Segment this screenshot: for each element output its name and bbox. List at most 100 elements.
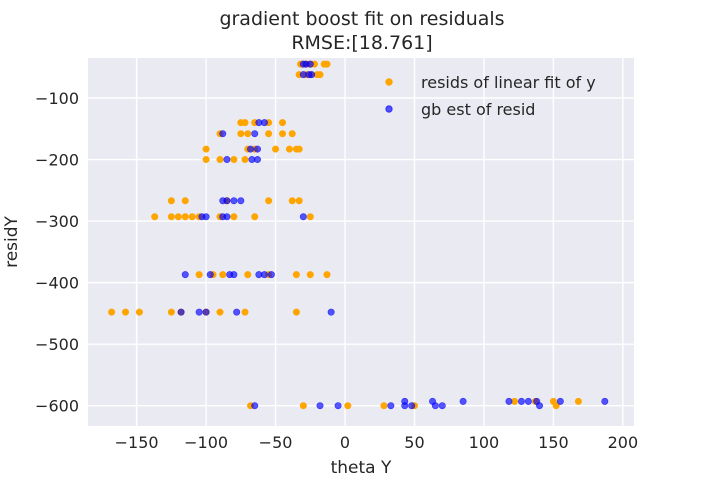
plot-area	[88, 58, 634, 426]
legend-label-gb-est: gb est of resid	[421, 100, 535, 119]
resid-point	[230, 213, 238, 221]
resid-point	[202, 156, 210, 164]
gb-est-point	[177, 308, 185, 316]
gb-est-point	[202, 213, 210, 221]
y-tick-label: −400	[35, 274, 79, 293]
resid-point	[323, 271, 331, 279]
x-tick-label: 150	[538, 433, 569, 452]
gb-est-point	[517, 397, 525, 405]
legend-marker-gb-est	[385, 105, 393, 113]
resid-point	[265, 130, 273, 138]
resid-point	[167, 197, 175, 205]
chart-subtitle: RMSE:[18.761]	[291, 32, 432, 54]
resid-point	[251, 213, 259, 221]
resid-point	[306, 213, 314, 221]
gb-est-point	[438, 402, 446, 410]
resid-point	[108, 308, 116, 316]
gb-est-point	[387, 402, 395, 410]
resid-point	[323, 60, 331, 68]
resid-point	[135, 308, 143, 316]
gb-est-point	[223, 213, 231, 221]
resid-point	[241, 119, 249, 127]
resid-point	[202, 145, 210, 153]
resid-point	[380, 402, 388, 410]
gb-est-point	[251, 130, 259, 138]
gb-est-point	[202, 308, 210, 316]
resid-point	[122, 308, 130, 316]
gb-est-point	[401, 397, 409, 405]
resid-point	[181, 213, 189, 221]
y-tick-label: −600	[35, 397, 79, 416]
resid-point	[174, 213, 182, 221]
resid-point	[241, 308, 249, 316]
resid-point	[574, 397, 582, 405]
resid-point	[552, 402, 560, 410]
x-tick-label: −100	[184, 433, 228, 452]
gb-est-point	[601, 397, 609, 405]
resid-point	[288, 130, 296, 138]
y-tick-labels: −100 −200 −300 −400 −500 −600	[35, 89, 79, 416]
gb-est-point	[223, 156, 231, 164]
resid-point	[188, 213, 196, 221]
gb-est-point	[334, 402, 342, 410]
x-tick-label: 0	[340, 433, 350, 452]
resid-point	[265, 197, 273, 205]
x-tick-labels: −150 −100 −50 0 50 100 150 200	[115, 433, 639, 452]
resid-point	[299, 402, 307, 410]
resid-point	[316, 71, 324, 79]
legend-marker-resids	[385, 78, 393, 86]
y-tick-label: −500	[35, 335, 79, 354]
resid-point	[219, 271, 227, 279]
y-tick-label: −200	[35, 151, 79, 170]
gb-est-point	[408, 402, 416, 410]
gb-est-point	[206, 271, 214, 279]
y-tick-label: −300	[35, 212, 79, 231]
resid-point	[295, 145, 303, 153]
x-tick-label: −150	[115, 433, 159, 452]
x-tick-label: −50	[259, 433, 293, 452]
gb-est-point	[219, 130, 227, 138]
x-axis-label: theta Y	[331, 458, 392, 478]
gb-est-point	[431, 402, 439, 410]
resid-point	[306, 271, 314, 279]
x-tick-label: 200	[608, 433, 639, 452]
gb-est-point	[230, 271, 238, 279]
gb-est-point	[260, 271, 268, 279]
gb-est-point	[556, 397, 564, 405]
resid-point	[295, 197, 303, 205]
gb-est-point	[308, 71, 316, 79]
resid-point	[244, 271, 252, 279]
gb-est-point	[306, 60, 314, 68]
data-points	[108, 60, 609, 410]
resid-point	[344, 402, 352, 410]
resid-point	[151, 213, 159, 221]
resid-point	[272, 145, 280, 153]
y-axis-label: residY	[2, 215, 22, 267]
legend-label-resids: resids of linear fit of y	[421, 73, 596, 92]
gb-est-point	[230, 197, 238, 205]
gb-est-point	[505, 397, 513, 405]
y-tick-label: −100	[35, 89, 79, 108]
gb-est-point	[251, 402, 259, 410]
gb-est-point	[299, 213, 307, 221]
gb-est-point	[316, 402, 324, 410]
gb-est-point	[459, 397, 467, 405]
gb-est-point	[536, 402, 544, 410]
resid-point	[181, 197, 189, 205]
gb-est-point	[237, 197, 245, 205]
x-tick-label: 50	[404, 433, 424, 452]
resid-point	[285, 145, 293, 153]
gb-est-point	[195, 308, 203, 316]
gb-est-point	[181, 271, 189, 279]
resid-point	[292, 308, 300, 316]
resid-point	[279, 119, 287, 127]
gb-est-point	[267, 271, 275, 279]
gb-est-point	[327, 308, 335, 316]
gb-est-point	[524, 397, 532, 405]
resid-point	[216, 308, 224, 316]
resid-point	[230, 156, 238, 164]
gb-est-point	[260, 119, 268, 127]
resid-point	[288, 197, 296, 205]
resid-point	[241, 156, 249, 164]
